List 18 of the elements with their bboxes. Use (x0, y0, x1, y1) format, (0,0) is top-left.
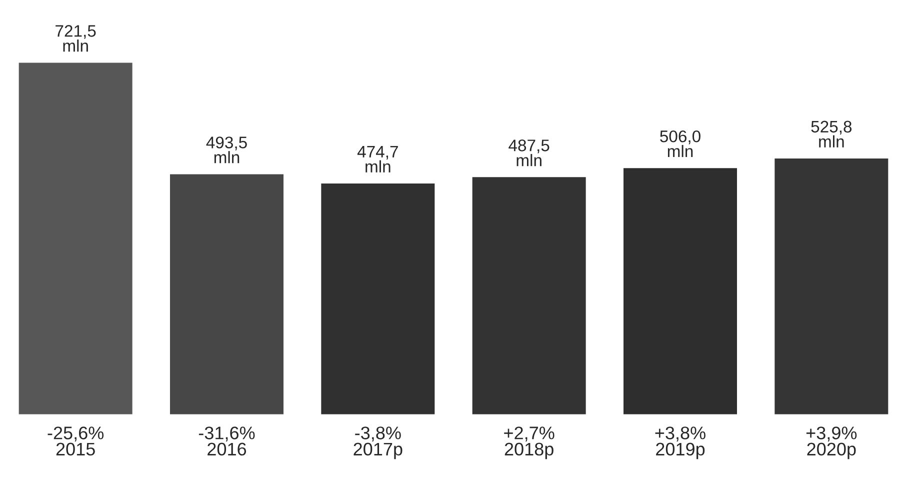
x-tick-label: +3,8% 2019p (655, 426, 706, 460)
x-tick-label: -3,8% 2017p (354, 426, 402, 460)
x-tick-label: +2,7% 2018p (504, 426, 554, 460)
data-label: 474,7 mln (357, 146, 398, 172)
x-tick-label: +3,9% 2020p (806, 426, 857, 460)
bar (773, 157, 890, 415)
bar (168, 172, 285, 415)
x-tick-label: -31,6% 2016 (198, 426, 255, 456)
bar (17, 62, 134, 415)
bar (470, 176, 588, 415)
data-label: 506,0 mln (660, 130, 700, 158)
data-label: 525,8 mln (811, 120, 852, 148)
data-label: 493,5 mln (206, 136, 247, 164)
bar (622, 166, 738, 415)
data-label: 721,5 mln (56, 25, 96, 52)
bar (320, 182, 436, 415)
x-tick-label: -25,6% 2015 (48, 426, 104, 456)
data-label: 487,5 mln (508, 140, 550, 166)
